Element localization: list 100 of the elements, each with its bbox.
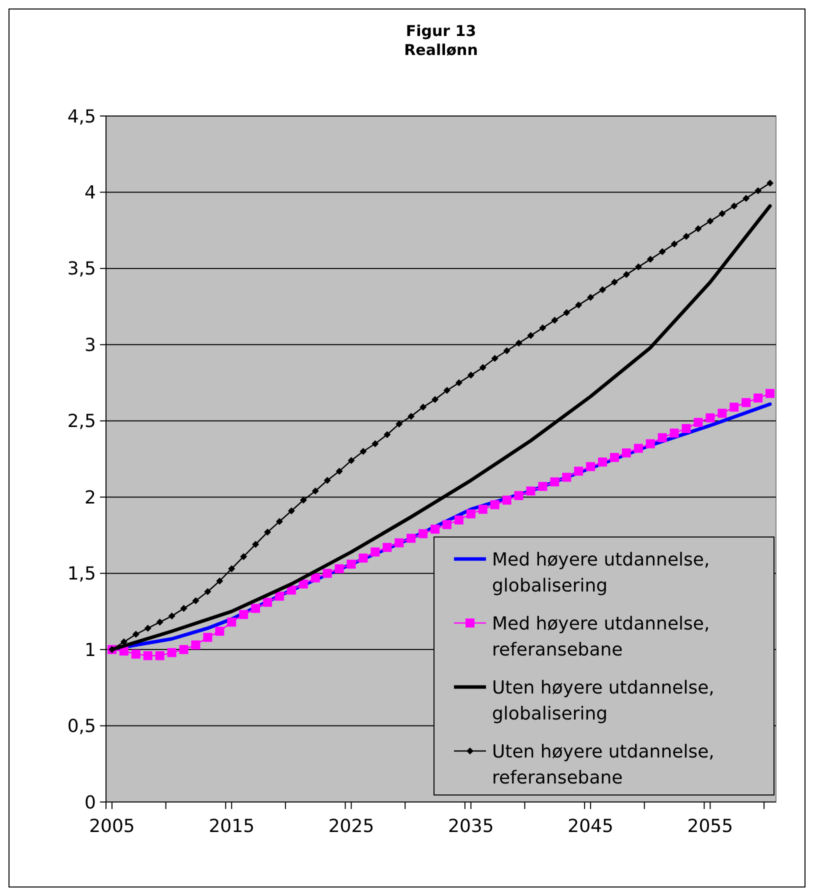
point: [658, 248, 666, 256]
point: [394, 538, 404, 548]
point: [658, 433, 667, 442]
x-tick-label: 2035: [448, 816, 494, 837]
legend-label: Med høyere utdannelse, referansebane: [492, 613, 710, 660]
point: [538, 482, 548, 491]
x-tick-label: 2055: [687, 816, 734, 837]
x-tick-label: 2025: [328, 816, 374, 837]
y-tick-label: 0: [84, 792, 96, 814]
point: [599, 286, 606, 294]
point: [334, 564, 344, 574]
point: [144, 624, 152, 632]
point: [670, 240, 678, 248]
legend-label: Uten høyere utdannelse, referansebane: [492, 741, 714, 788]
point: [490, 500, 500, 510]
point: [634, 444, 643, 453]
point: [634, 263, 642, 270]
point: [610, 278, 618, 286]
point: [478, 504, 488, 514]
point: [562, 472, 572, 482]
point: [442, 520, 452, 530]
point: [274, 592, 284, 601]
point: [204, 588, 212, 596]
point: [742, 398, 751, 408]
point: [551, 316, 558, 324]
y-tick-label: 3: [84, 334, 96, 356]
point: [539, 324, 546, 332]
point: [467, 372, 474, 379]
point: [216, 577, 224, 584]
point: [228, 565, 236, 572]
point: [682, 232, 690, 240]
point: [598, 458, 608, 467]
point: [527, 332, 534, 340]
chart-subtitle: Reallønn: [404, 41, 478, 59]
point: [420, 404, 427, 411]
point: [754, 394, 763, 403]
point: [766, 180, 774, 187]
point: [754, 187, 762, 194]
point: [370, 547, 380, 556]
point: [574, 466, 584, 476]
point: [646, 439, 655, 448]
point: [622, 448, 631, 458]
point: [324, 476, 331, 484]
point: [526, 486, 536, 496]
point: [143, 651, 152, 660]
point: [203, 632, 212, 642]
y-tick-label: 2: [84, 487, 96, 508]
point: [227, 618, 236, 627]
point: [179, 645, 188, 654]
point: [360, 448, 367, 455]
legend-label: Med høyere utdannelse, globalisering: [492, 549, 710, 596]
point: [550, 477, 560, 486]
point: [286, 586, 296, 595]
point: [384, 431, 391, 438]
point: [586, 462, 596, 472]
point: [372, 440, 379, 448]
point: [730, 202, 738, 210]
point: [215, 626, 224, 636]
legend-label: Uten høyere utdannelse, globalisering: [492, 677, 714, 724]
point: [670, 428, 679, 438]
point: [443, 386, 450, 394]
point: [432, 396, 439, 404]
y-tick-label: 2,5: [67, 411, 96, 432]
point: [515, 340, 522, 347]
chart-title: Figur 13: [406, 22, 476, 40]
point: [192, 597, 200, 604]
point: [418, 529, 428, 538]
point: [466, 509, 476, 518]
y-tick-label: 4,5: [67, 106, 96, 128]
point: [191, 640, 200, 650]
point: [706, 413, 715, 422]
point: [706, 218, 714, 225]
point: [694, 418, 703, 427]
point: [132, 630, 140, 638]
point: [563, 309, 570, 316]
point: [491, 354, 498, 362]
point: [742, 194, 750, 202]
point: [622, 271, 630, 278]
point: [310, 573, 320, 582]
point: [575, 302, 582, 309]
point: [348, 457, 355, 464]
point: [408, 412, 415, 420]
x-tick-label: 2045: [568, 816, 614, 837]
y-tick-label: 3,5: [67, 258, 96, 280]
point: [276, 518, 283, 525]
point: [382, 542, 392, 552]
point: [406, 534, 416, 543]
point: [252, 540, 260, 548]
point: [120, 638, 128, 646]
point: [358, 554, 368, 563]
point: [730, 402, 739, 412]
point: [156, 618, 164, 626]
point: [502, 496, 512, 505]
y-tick-label: 0,5: [67, 716, 96, 738]
point: [180, 604, 188, 612]
point: [646, 256, 654, 263]
point: [766, 388, 775, 398]
point: [682, 424, 691, 434]
point: [479, 364, 486, 372]
point: [718, 408, 727, 418]
